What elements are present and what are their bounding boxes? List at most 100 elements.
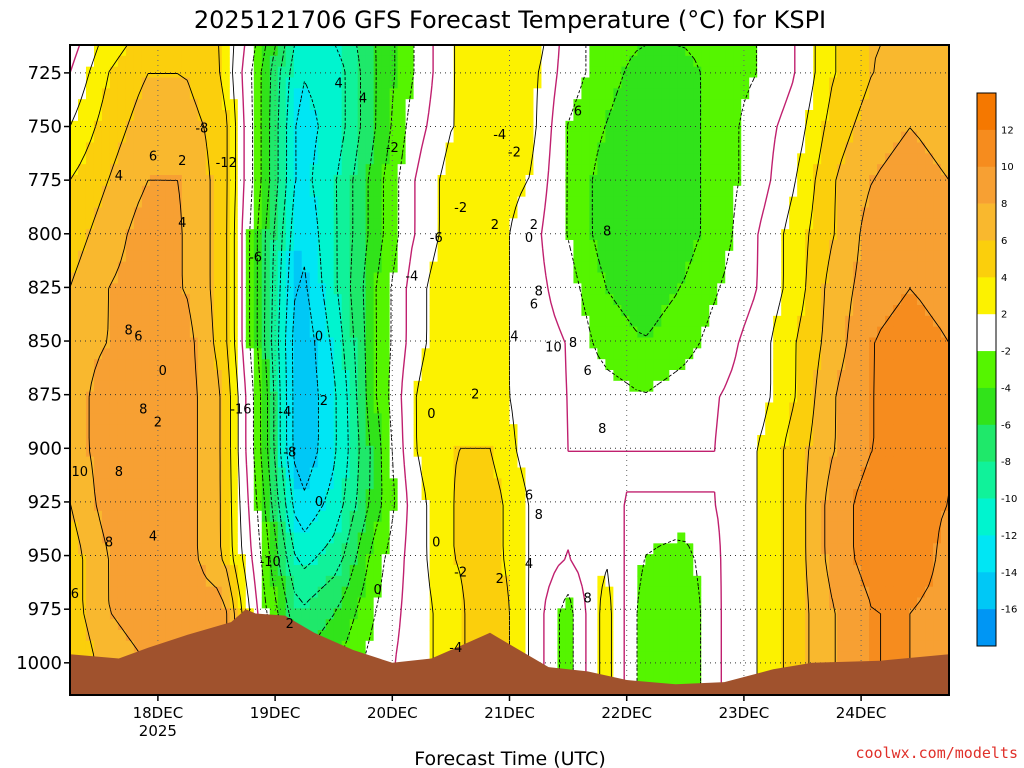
temperature-cell — [413, 565, 423, 577]
temperature-cell — [285, 445, 295, 458]
temperature-cell — [189, 261, 199, 274]
temperature-cell — [301, 229, 311, 241]
temperature-cell — [285, 500, 295, 512]
temperature-cell — [253, 272, 263, 284]
temperature-cell — [645, 391, 654, 404]
temperature-cell — [581, 55, 591, 68]
temperature-cell — [645, 131, 654, 144]
temperature-cell — [317, 142, 327, 154]
temperature-cell — [629, 196, 638, 209]
temperature-cell — [653, 131, 662, 144]
temperature-cell — [93, 608, 103, 620]
temperature-cell — [389, 391, 399, 404]
temperature-cell — [277, 207, 287, 219]
temperature-cell — [309, 348, 319, 360]
temperature-cell — [461, 229, 471, 241]
temperature-cell — [301, 456, 311, 469]
temperature-cell — [413, 207, 423, 219]
temperature-cell — [325, 207, 335, 219]
temperature-cell — [117, 456, 127, 469]
temperature-cell — [93, 326, 103, 339]
temperature-cell — [389, 640, 399, 653]
temperature-cell — [477, 402, 487, 414]
temperature-cell — [413, 196, 423, 209]
temperature-cell — [261, 196, 271, 209]
temperature-cell — [437, 391, 447, 404]
temperature-cell — [725, 77, 734, 89]
temperature-cell — [461, 413, 471, 425]
temperature-cell — [285, 272, 295, 284]
temperature-cell — [621, 45, 630, 57]
temperature-cell — [437, 521, 447, 534]
temperature-cell — [109, 164, 119, 176]
temperature-cell — [733, 110, 742, 122]
temperature-cell — [229, 489, 239, 501]
temperature-cell — [669, 521, 678, 534]
temperature-cell — [133, 315, 143, 328]
temperature-cell — [141, 261, 151, 274]
temperature-cell — [301, 261, 311, 274]
temperature-cell — [149, 55, 159, 68]
temperature-cell — [229, 196, 239, 209]
temperature-cell — [149, 218, 159, 230]
temperature-cell — [493, 131, 503, 144]
temperature-cell — [397, 99, 407, 111]
temperature-cell — [213, 424, 223, 436]
temperature-cell — [221, 218, 231, 230]
temperature-cell — [141, 131, 151, 144]
temperature-cell — [93, 66, 103, 79]
temperature-cell — [525, 630, 535, 642]
temperature-cell — [229, 131, 239, 144]
temperature-cell — [197, 575, 207, 588]
temperature-cell — [653, 120, 662, 133]
temperature-cell — [181, 380, 191, 393]
temperature-cell — [85, 402, 95, 414]
temperature-cell — [325, 435, 335, 447]
temperature-cell — [573, 500, 583, 512]
temperature-cell — [373, 370, 383, 382]
temperature-cell — [573, 521, 583, 534]
temperature-cell — [293, 391, 303, 404]
temperature-cell — [181, 218, 191, 230]
temperature-cell — [157, 575, 167, 588]
temperature-cell — [549, 326, 559, 339]
temperature-cell — [493, 99, 503, 111]
temperature-cell — [517, 500, 527, 512]
temperature-cell — [341, 630, 351, 642]
temperature-cell — [397, 272, 407, 284]
temperature-cell — [301, 543, 311, 555]
temperature-cell — [261, 164, 271, 176]
temperature-cell — [373, 630, 383, 642]
temperature-cell — [373, 337, 383, 349]
temperature-cell — [397, 207, 407, 219]
temperature-cell — [445, 45, 455, 57]
temperature-cell — [621, 662, 630, 674]
temperature-cell — [221, 456, 231, 469]
temperature-cell — [389, 608, 399, 620]
temperature-cell — [421, 575, 431, 588]
temperature-cell — [141, 250, 151, 263]
temperature-cell — [413, 575, 423, 588]
temperature-cell — [149, 207, 159, 219]
temperature-cell — [629, 175, 638, 187]
temperature-cell — [237, 391, 247, 404]
temperature-cell — [325, 370, 335, 382]
temperature-cell — [597, 261, 606, 274]
temperature-cell — [373, 77, 383, 89]
temperature-cell — [253, 456, 263, 469]
temperature-cell — [269, 586, 279, 599]
temperature-cell — [485, 240, 495, 252]
temperature-cell — [189, 185, 199, 198]
temperature-cell — [573, 66, 583, 79]
temperature-cell — [725, 45, 734, 57]
temperature-cell — [181, 532, 191, 544]
temperature-cell — [581, 391, 591, 404]
temperature-cell — [517, 348, 527, 360]
temperature-cell — [621, 337, 630, 349]
temperature-cell — [189, 99, 199, 111]
temperature-cell — [101, 110, 111, 122]
temperature-cell — [677, 131, 686, 144]
temperature-cell — [685, 521, 694, 534]
temperature-cell — [437, 608, 447, 620]
temperature-cell — [157, 88, 167, 100]
